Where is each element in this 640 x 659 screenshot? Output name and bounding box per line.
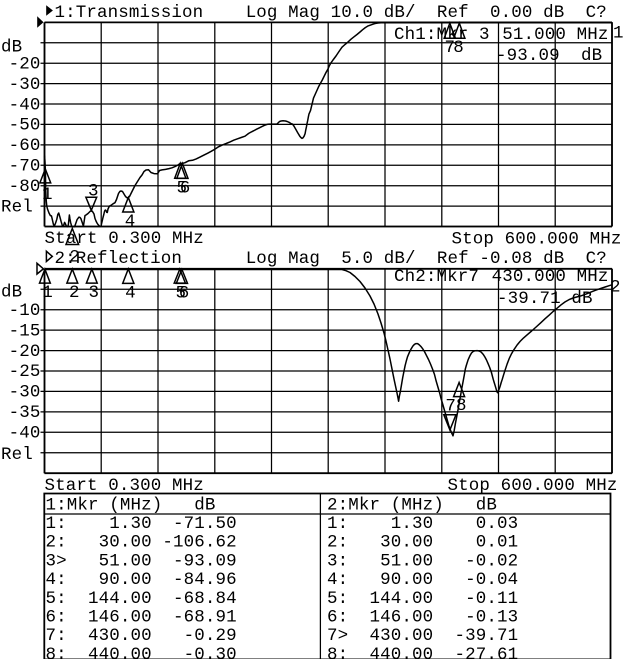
svg-text:4: 4: [125, 284, 136, 304]
svg-text:2: 30.00 0.01: 2: 30.00 0.01: [327, 533, 518, 553]
svg-text:1:Transmission Log Mag 10.0: 1:Transmission Log Mag 10.0 dB/ Ref 0.00…: [55, 3, 607, 23]
svg-text:-35: -35: [9, 403, 41, 423]
svg-text:4: 4: [125, 212, 136, 232]
svg-text:8: 440.00 -27.61: 8: 440.00 -27.61: [327, 645, 518, 659]
svg-text:2: 2: [69, 283, 80, 303]
svg-text:4: 90.00 -84.96: 4: 90.00 -84.96: [46, 570, 237, 590]
svg-text:-93.09 dB: -93.09 dB: [496, 46, 602, 66]
svg-text:-70: -70: [9, 156, 41, 176]
svg-text:-39.71 dB: -39.71 dB: [497, 289, 593, 309]
svg-text:1: 1.30 -71.50: 1: 1.30 -71.50: [46, 514, 237, 534]
svg-text:1: 1.30 0.03: 1: 1.30 0.03: [327, 514, 518, 534]
svg-text:1: 1: [42, 185, 53, 205]
svg-text:-80: -80: [9, 177, 41, 197]
svg-text:1: 1: [613, 24, 624, 44]
svg-text:Stop 600.000 MHz: Stop 600.000 MHz: [452, 230, 622, 250]
svg-text:dB: dB: [1, 283, 22, 303]
svg-text:2: 2: [610, 278, 621, 298]
svg-text:-40: -40: [9, 424, 41, 444]
svg-text:8: 8: [453, 38, 464, 58]
svg-text:5: 5: [177, 179, 188, 199]
svg-text:3: 51.00 -0.02: 3: 51.00 -0.02: [327, 551, 518, 571]
svg-text:5: 144.00 -0.11: 5: 144.00 -0.11: [327, 589, 518, 609]
svg-text:-20: -20: [9, 55, 41, 75]
svg-text:1:Mkr (MHz) dB: 1:Mkr (MHz) dB: [46, 496, 216, 516]
svg-text:2:Mkr (MHz) dB: 2:Mkr (MHz) dB: [327, 496, 497, 516]
svg-text:7> 430.00 -39.71: 7> 430.00 -39.71: [327, 626, 518, 646]
svg-text:-60: -60: [9, 136, 41, 156]
svg-text:6: 146.00 -0.13: 6: 146.00 -0.13: [327, 608, 518, 628]
svg-text:-10: -10: [9, 301, 41, 321]
svg-text:Start 0.300 MHz: Start 0.300 MHz: [45, 476, 204, 496]
svg-text:3> 51.00 -93.09: 3> 51.00 -93.09: [46, 551, 237, 571]
svg-text:-15: -15: [9, 321, 41, 341]
svg-text:7: 430.00 -0.29: 7: 430.00 -0.29: [46, 626, 237, 646]
svg-text:2: 2: [69, 248, 80, 268]
svg-text:-50: -50: [9, 116, 41, 136]
svg-text:7: 7: [445, 38, 456, 58]
svg-text:5: 5: [176, 284, 187, 304]
svg-text:4: 90.00 -0.04: 4: 90.00 -0.04: [327, 570, 518, 590]
svg-text:7: 7: [445, 397, 456, 417]
svg-text:3: 3: [88, 182, 99, 202]
svg-text:Rel: Rel: [1, 445, 33, 465]
svg-text:430.000 MHz: 430.000 MHz: [492, 267, 609, 287]
svg-text:6: 6: [179, 284, 190, 304]
svg-text:-30: -30: [9, 383, 41, 403]
svg-text:dB: dB: [1, 38, 22, 58]
svg-text:Rel: Rel: [1, 198, 33, 218]
svg-text:2:Reflection Log Mag 5.0: 2:Reflection Log Mag 5.0 dB/ Ref -0.08 d…: [55, 249, 607, 269]
svg-text:8: 440.00 -0.30: 8: 440.00 -0.30: [46, 645, 237, 659]
svg-text:-40: -40: [9, 95, 41, 115]
svg-text:51.000 MHz: 51.000 MHz: [502, 25, 608, 45]
svg-text:6: 146.00 -68.91: 6: 146.00 -68.91: [46, 608, 237, 628]
svg-text:-30: -30: [9, 75, 41, 95]
svg-text:Stop 600.000 MHz: Stop 600.000 MHz: [448, 476, 618, 496]
svg-text:Start 0.300 MHz: Start 0.300 MHz: [45, 229, 204, 249]
svg-text:6: 6: [180, 179, 191, 199]
svg-text:1: 1: [42, 283, 53, 303]
svg-text:3: 3: [89, 283, 100, 303]
svg-text:2: 30.00 -106.62: 2: 30.00 -106.62: [46, 533, 237, 553]
svg-text:-20: -20: [9, 342, 41, 362]
svg-text:-25: -25: [9, 362, 41, 382]
svg-text:Ch1:Mkr 3: Ch1:Mkr 3: [394, 25, 490, 45]
svg-text:8: 8: [456, 396, 467, 416]
svg-text:Ch2:Mkr7: Ch2:Mkr7: [394, 267, 479, 287]
svg-text:5: 144.00 -68.84: 5: 144.00 -68.84: [46, 589, 237, 609]
